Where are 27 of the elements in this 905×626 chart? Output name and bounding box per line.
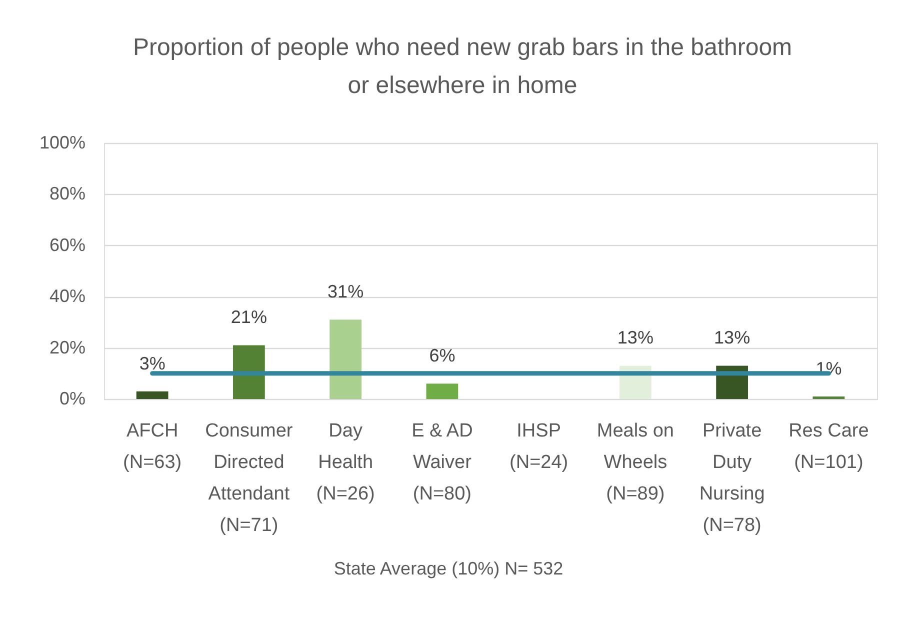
y-tick-label: 20%	[49, 337, 86, 358]
x-tick-label: Day Health (N=26)	[316, 420, 375, 504]
data-label: 6%	[429, 346, 456, 366]
x-tick-label: AFCH (N=63)	[123, 420, 182, 473]
x-tick-label: Private Duty Nursing (N=78)	[699, 420, 765, 536]
bar	[136, 391, 168, 399]
data-label: 21%	[230, 307, 267, 328]
data-label: 31%	[328, 282, 364, 302]
y-tick-label: 100%	[39, 132, 86, 152]
chart-title: Proportion of people who need new grab bars in the bathroom or elsewhere in home	[132, 34, 792, 99]
x-tick-label: Consumer Directed Attendant (N=71)	[205, 420, 294, 536]
y-tick-label: 80%	[49, 184, 86, 204]
x-tick-label: IHSP (N=24)	[510, 420, 568, 473]
bar	[330, 320, 362, 399]
y-tick-label: 0%	[59, 388, 86, 408]
bar	[232, 345, 265, 399]
bar	[426, 384, 458, 399]
bar	[812, 396, 845, 399]
data-label: 3%	[139, 353, 166, 374]
y-tick-label: 40%	[49, 286, 86, 306]
data-label: 13%	[714, 328, 750, 348]
x-tick-label: Meals on Wheels (N=89)	[596, 420, 674, 504]
y-tick-label: 60%	[49, 234, 86, 255]
x-tick-label: Res Care (N=101)	[788, 420, 869, 473]
data-label: 13%	[617, 328, 654, 348]
x-tick-label: E & AD Waiver (N=80)	[412, 420, 473, 504]
x-axis-title: State Average (10%) N= 532	[334, 558, 564, 578]
